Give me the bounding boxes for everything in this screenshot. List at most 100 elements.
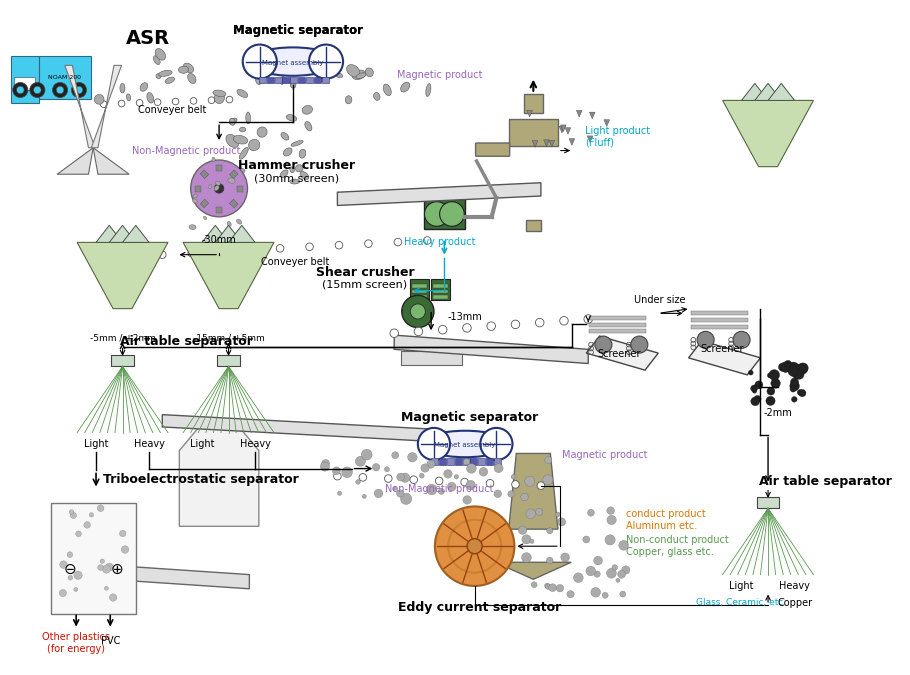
Circle shape <box>338 491 341 495</box>
Circle shape <box>439 488 444 494</box>
Circle shape <box>521 535 531 544</box>
Text: Conveyer belt: Conveyer belt <box>137 105 206 115</box>
Circle shape <box>790 386 796 392</box>
Text: Air table separator: Air table separator <box>759 475 892 488</box>
Polygon shape <box>559 126 565 133</box>
Ellipse shape <box>299 149 306 158</box>
Circle shape <box>97 565 104 570</box>
Bar <box>196 186 201 192</box>
Circle shape <box>531 582 537 588</box>
Circle shape <box>794 369 804 379</box>
Ellipse shape <box>193 194 197 198</box>
Ellipse shape <box>289 179 299 184</box>
Circle shape <box>612 565 618 570</box>
Circle shape <box>243 45 277 78</box>
Circle shape <box>544 456 551 464</box>
Polygon shape <box>183 242 274 308</box>
Circle shape <box>227 97 233 103</box>
Ellipse shape <box>120 84 125 93</box>
Polygon shape <box>77 242 168 308</box>
Ellipse shape <box>347 65 359 77</box>
Polygon shape <box>96 225 123 242</box>
Circle shape <box>391 452 399 458</box>
Polygon shape <box>689 341 761 375</box>
Circle shape <box>385 475 392 483</box>
Circle shape <box>616 578 620 583</box>
Circle shape <box>511 481 520 488</box>
Polygon shape <box>216 225 242 242</box>
Circle shape <box>332 467 340 475</box>
Circle shape <box>374 489 383 497</box>
Circle shape <box>605 535 615 545</box>
Circle shape <box>427 460 435 468</box>
Circle shape <box>521 553 531 562</box>
Polygon shape <box>91 65 122 148</box>
Circle shape <box>494 464 503 472</box>
Circle shape <box>102 565 110 573</box>
Bar <box>412 290 428 294</box>
Text: PVC: PVC <box>100 636 120 646</box>
Ellipse shape <box>248 47 338 76</box>
Circle shape <box>526 509 536 518</box>
Text: Magnetic separator: Magnetic separator <box>233 24 363 37</box>
Polygon shape <box>565 128 571 134</box>
Text: Magnetic separator: Magnetic separator <box>401 411 539 424</box>
Circle shape <box>191 160 248 217</box>
Ellipse shape <box>256 70 264 84</box>
Circle shape <box>208 97 215 103</box>
Circle shape <box>16 86 24 94</box>
Bar <box>433 290 448 294</box>
Circle shape <box>766 396 775 406</box>
Circle shape <box>309 45 343 78</box>
Ellipse shape <box>318 62 329 72</box>
Circle shape <box>466 481 475 490</box>
Bar <box>486 458 493 465</box>
Polygon shape <box>561 125 566 132</box>
Circle shape <box>462 323 471 332</box>
Bar <box>314 77 321 84</box>
Circle shape <box>89 512 94 517</box>
Circle shape <box>593 556 602 565</box>
Text: Shear crusher: Shear crusher <box>316 266 414 279</box>
Circle shape <box>34 86 41 94</box>
Circle shape <box>435 477 443 485</box>
Ellipse shape <box>156 74 161 79</box>
Circle shape <box>355 456 366 466</box>
Bar <box>433 296 448 299</box>
Circle shape <box>530 539 534 543</box>
Circle shape <box>619 541 629 550</box>
Bar <box>589 329 646 333</box>
Polygon shape <box>57 148 93 174</box>
Circle shape <box>109 594 116 601</box>
Text: Heavy: Heavy <box>779 581 810 591</box>
Text: Magnetic product: Magnetic product <box>397 70 482 80</box>
Polygon shape <box>549 140 555 147</box>
Bar <box>479 458 485 465</box>
Circle shape <box>769 370 780 380</box>
Circle shape <box>439 325 447 334</box>
Circle shape <box>595 336 612 353</box>
Text: -30mm: -30mm <box>202 234 237 244</box>
Text: Copper: Copper <box>777 598 812 608</box>
Circle shape <box>567 591 574 598</box>
Text: Non-Magnetic product: Non-Magnetic product <box>132 146 240 155</box>
Bar <box>439 458 446 465</box>
Circle shape <box>444 470 452 478</box>
Circle shape <box>334 472 341 480</box>
Ellipse shape <box>383 84 391 96</box>
Circle shape <box>106 563 114 571</box>
Bar <box>11 56 39 103</box>
Circle shape <box>410 476 418 483</box>
Ellipse shape <box>147 92 154 103</box>
Bar <box>447 458 454 465</box>
Circle shape <box>362 494 367 498</box>
Circle shape <box>543 475 553 485</box>
Circle shape <box>508 491 514 497</box>
Bar <box>412 296 428 299</box>
Ellipse shape <box>296 165 303 172</box>
Text: Screener: Screener <box>598 349 642 359</box>
Circle shape <box>536 508 543 515</box>
Bar <box>216 165 222 171</box>
Ellipse shape <box>305 122 312 131</box>
Circle shape <box>556 585 563 592</box>
